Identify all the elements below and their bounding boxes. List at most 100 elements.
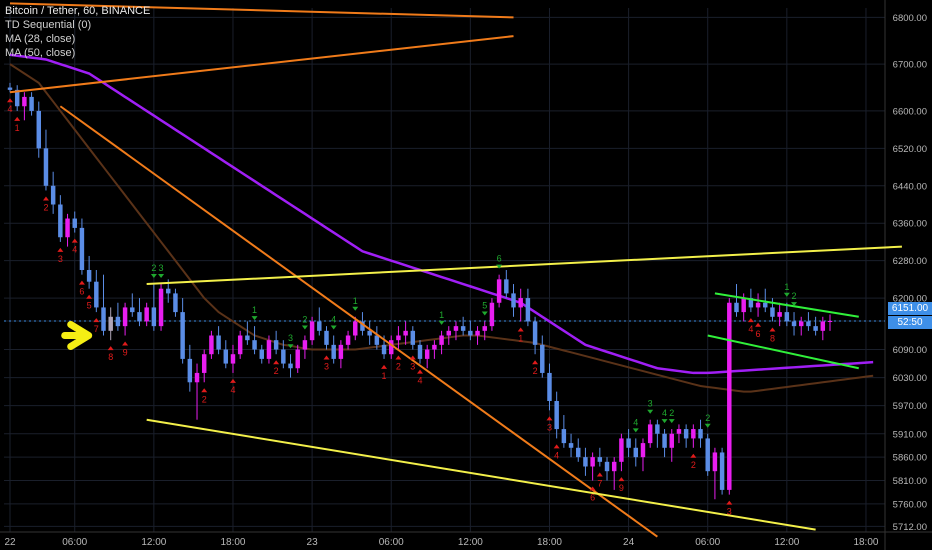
candle-body [813, 326, 818, 331]
candle-body [79, 227, 85, 270]
candle-body [158, 288, 164, 327]
last-price-tag: 6151.00 [888, 302, 932, 315]
td-sell-count: 3 [159, 263, 164, 273]
td-buy-count: 3 [547, 422, 552, 432]
td-sell-count: 2 [705, 413, 710, 423]
candle-body [36, 110, 42, 149]
candle-body [50, 185, 56, 205]
orange-trend-line [9, 2, 514, 19]
td-buy-count: 2 [396, 362, 401, 372]
candle-body [784, 312, 790, 322]
td-buy-arrow [596, 472, 603, 477]
candle-body [691, 429, 696, 439]
td-sell-count: 1 [439, 310, 444, 320]
candles [7, 82, 833, 500]
candle-body [14, 89, 20, 107]
time-tick-label: 23 [307, 537, 319, 548]
candle-body [187, 358, 193, 383]
td-sell-count: 2 [302, 315, 307, 325]
candle-body [201, 354, 207, 373]
candle-body [166, 288, 171, 294]
td-sell-arrow [438, 320, 445, 325]
candle-body [151, 307, 157, 327]
candle-body [209, 335, 214, 355]
chart-legend: Bitcoin / Tether, 60, BINANCE TD Sequent… [5, 4, 150, 60]
td-buy-arrow [546, 416, 553, 421]
candle-body [331, 344, 336, 359]
td-buy-count: 4 [417, 376, 422, 386]
td-buy-count: 2 [274, 366, 279, 376]
td-sell-arrow [791, 302, 798, 307]
candle-body [511, 293, 516, 308]
candle-body [547, 372, 552, 401]
td-buy-count: 4 [7, 104, 12, 114]
td-buy-count: 1 [382, 371, 387, 381]
td-buy-count: 9 [619, 483, 624, 493]
candle-body [439, 335, 444, 345]
candle-body [827, 320, 833, 322]
td-buy-count: 3 [58, 254, 63, 264]
candle-body [611, 461, 617, 472]
candle-body [194, 372, 200, 383]
td-buy-arrow [417, 369, 423, 374]
candle-body [640, 443, 646, 458]
td-buy-arrow [589, 486, 596, 491]
price-tick-label: 5760.00 [893, 499, 927, 510]
td-buy-arrow [381, 364, 388, 369]
candle-body [309, 321, 315, 341]
td-buy-count: 8 [108, 352, 113, 362]
td-buy-count: 7 [597, 479, 602, 489]
td-buy-arrow [7, 98, 13, 103]
td-buy-arrow [553, 444, 560, 449]
td-buy-count: 7 [94, 324, 99, 334]
candle-body [410, 330, 416, 345]
time-tick-label: 06:00 [62, 537, 87, 548]
td-sell-count: 1 [252, 305, 257, 315]
price-tick-label: 5810.00 [893, 476, 927, 487]
td-sell-arrow [158, 274, 165, 279]
candle-body [755, 302, 761, 308]
td-sell-count: 5 [482, 300, 487, 310]
candle-body [216, 335, 221, 350]
td-sell-count: 3 [648, 399, 653, 409]
td-sell-arrow [704, 423, 711, 428]
td-sell-arrow [496, 264, 503, 269]
candle-body [540, 344, 545, 373]
td-buy-count: 8 [770, 333, 775, 343]
candle-body [353, 321, 358, 336]
candle-body [763, 302, 768, 308]
td-sell-count: 2 [792, 291, 797, 301]
candle-body [482, 326, 487, 331]
price-tick-label: 5712.00 [893, 522, 927, 533]
candle-body [698, 429, 703, 439]
td-buy-count: 4 [748, 324, 753, 334]
td-buy-arrow [71, 238, 78, 243]
td-sell-arrow [481, 311, 488, 316]
candle-body [144, 307, 149, 322]
td-sell-arrow [783, 292, 790, 297]
candle-body [367, 330, 372, 336]
td-buy-arrow [409, 355, 416, 360]
candle-body [727, 302, 732, 490]
candle-body [43, 148, 49, 186]
candle-body [489, 302, 495, 327]
td-buy-count: 4 [72, 245, 77, 255]
price-tick-label: 6030.00 [893, 373, 927, 384]
candle-body [748, 298, 754, 308]
td-buy-arrow [517, 327, 524, 332]
candle-body [388, 340, 394, 355]
trend-lines [9, 2, 902, 538]
td-sell-arrow [301, 325, 308, 330]
candle-body [281, 349, 286, 364]
candle-body [806, 321, 811, 327]
td-sell-arrow [352, 306, 359, 311]
time-tick-label: 06:00 [379, 537, 404, 548]
candle-body [532, 321, 538, 345]
td-buy-count: 3 [410, 362, 415, 372]
candle-body [360, 321, 365, 331]
candle-body [295, 349, 300, 369]
td-buy-arrow [229, 378, 236, 383]
candle-body [302, 340, 308, 350]
